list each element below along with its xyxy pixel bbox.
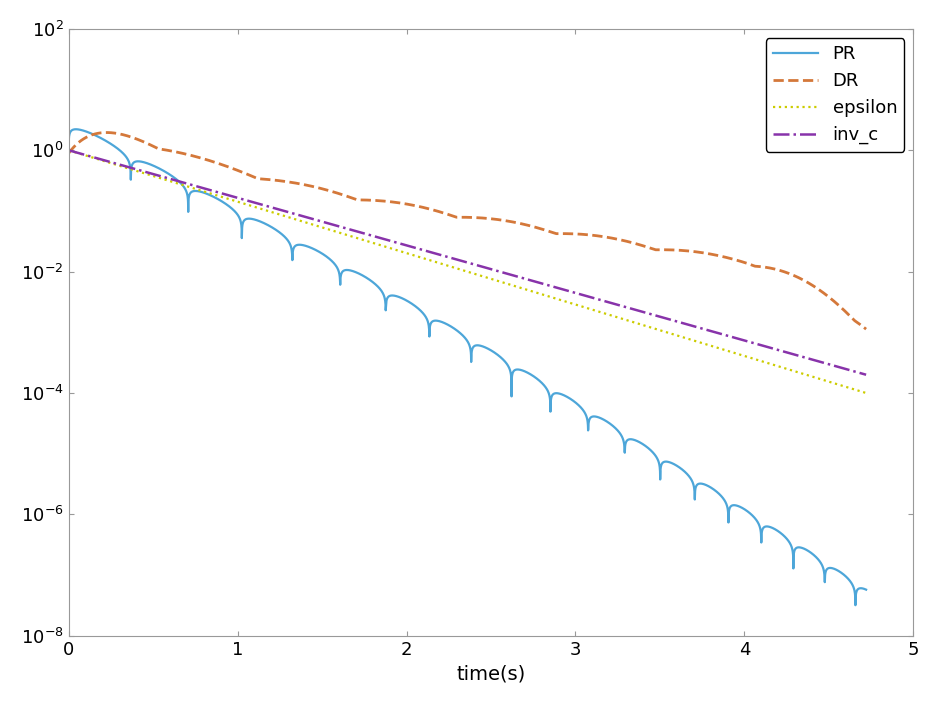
DR: [368, 196, 379, 205]
inv_c: [658, 313, 669, 322]
PR: [541, 385, 553, 394]
epsilon: [368, 239, 379, 247]
DR: [541, 227, 553, 235]
epsilon: [582, 304, 593, 313]
DR: [208, 158, 219, 166]
Line: inv_c: inv_c: [69, 151, 866, 375]
X-axis label: time(s): time(s): [457, 664, 525, 683]
DR: [101, 128, 112, 137]
PR: [63, 136, 74, 144]
inv_c: [541, 281, 553, 289]
epsilon: [541, 291, 553, 300]
inv_c: [582, 292, 593, 301]
epsilon: [658, 327, 669, 336]
inv_c: [63, 146, 74, 155]
Line: PR: PR: [69, 130, 866, 605]
PR: [208, 193, 219, 201]
DR: [860, 325, 871, 334]
epsilon: [63, 146, 74, 155]
DR: [719, 253, 730, 261]
epsilon: [860, 389, 871, 397]
inv_c: [860, 370, 871, 379]
PR: [368, 279, 379, 287]
epsilon: [208, 190, 219, 199]
PR: [850, 601, 861, 610]
PR: [719, 496, 730, 505]
Line: DR: DR: [69, 132, 866, 329]
inv_c: [208, 187, 219, 195]
epsilon: [719, 346, 730, 354]
DR: [63, 149, 74, 158]
PR: [582, 416, 593, 425]
Legend: PR, DR, epsilon, inv_c: PR, DR, epsilon, inv_c: [766, 38, 904, 151]
PR: [70, 125, 82, 134]
DR: [582, 230, 593, 239]
Line: epsilon: epsilon: [69, 151, 866, 393]
DR: [658, 246, 669, 254]
PR: [658, 458, 669, 466]
inv_c: [719, 331, 730, 339]
PR: [860, 586, 871, 594]
inv_c: [368, 232, 379, 240]
